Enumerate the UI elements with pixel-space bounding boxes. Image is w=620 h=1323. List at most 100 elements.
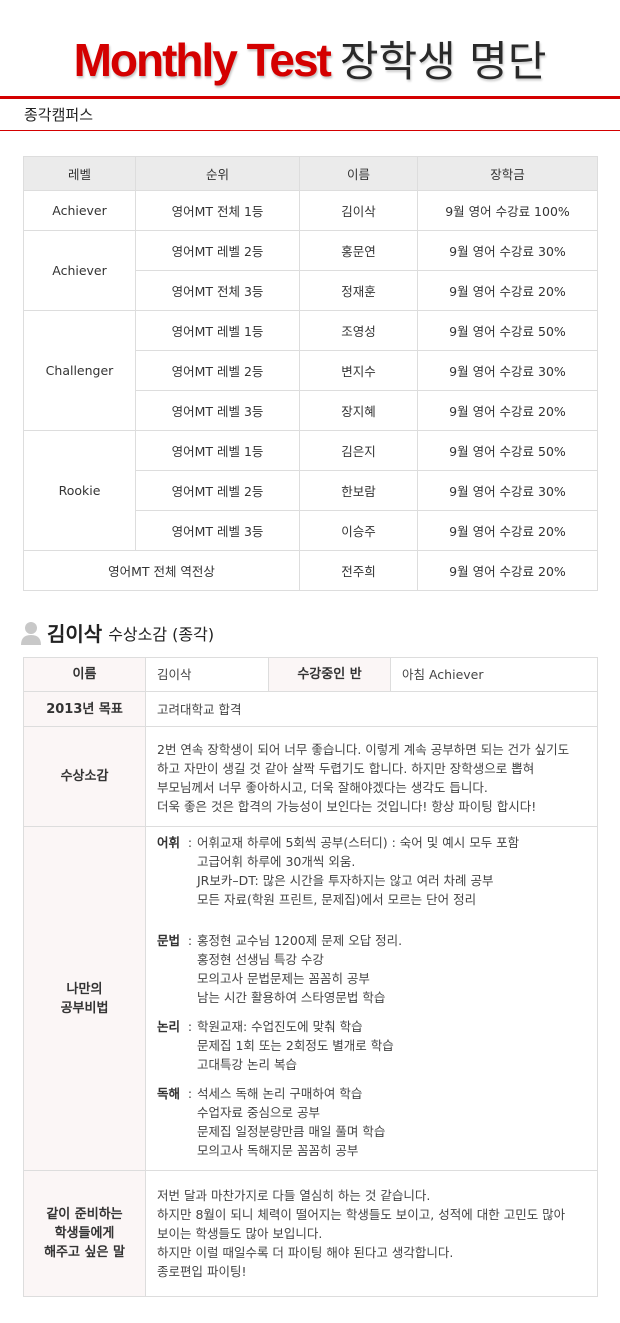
name-cell: 한보람: [299, 470, 418, 511]
method-line: 어휘교재 하루에 5회씩 공부(스터디) : 숙어 및 예시 모두 포함: [197, 835, 520, 850]
review-heading: 김이삭 수상소감 (종각): [21, 618, 214, 647]
method-line: 학원교재: 수업진도에 맞춰 학습: [197, 1019, 363, 1034]
table-row: 영어MT 레벨 3등 장지혜 9월 영어 수강료 20%: [24, 390, 598, 431]
colon: :: [187, 1019, 193, 1034]
method-line: 수업자료 중심으로 공부: [197, 1105, 320, 1120]
award-cell: 9월 영어 수강료 100%: [417, 190, 598, 231]
name-cell: 김은지: [299, 430, 418, 471]
goal-label: 2013년 목표: [23, 691, 146, 727]
special-label: 영어MT 전체 역전상: [23, 550, 300, 591]
speech-line: 하고 자만이 생길 것 같아 살짝 두렵기도 합니다. 하지만 장학생으로 뽑혀: [157, 760, 535, 776]
award-cell: 9월 영어 수강료 20%: [417, 550, 598, 591]
name-cell: 정재훈: [299, 270, 418, 311]
red-divider: [0, 130, 620, 131]
goal-value: 고려대학교 합격: [145, 691, 598, 727]
award-cell: 9월 영어 수강료 30%: [417, 350, 598, 391]
table-row: Achiever 영어MT 레벨 2등 홍문연 9월 영어 수강료 30%: [23, 230, 598, 311]
colon: :: [187, 933, 193, 948]
award-cell: 9월 영어 수강료 30%: [417, 230, 598, 271]
method-line: 모의고사 문법문제는 꼼꼼히 공부: [197, 971, 370, 986]
method-line: 석세스 독해 논리 구매하여 학습: [197, 1086, 363, 1101]
method-subject: 독해: [157, 1086, 181, 1101]
level-cell: Achiever: [23, 190, 136, 231]
rank-cell: 영어MT 레벨 2등: [135, 470, 300, 511]
red-divider: [0, 96, 620, 99]
column-header: 순위: [135, 156, 300, 191]
speech-line: 부모님께서 너무 좋아하시고, 더욱 잘해야겠다는 생각도 듭니다.: [157, 779, 488, 795]
method-line: 홍정현 선생님 특강 수강: [197, 952, 324, 967]
speech-label: 수상소감: [23, 726, 146, 827]
advice-text: 저번 달과 마찬가지로 다들 열심히 하는 것 같습니다. 하지만 8월이 되니 …: [145, 1170, 598, 1297]
rank-cell: 영어MT 레벨 3등: [135, 390, 300, 431]
speech-line: 2번 연속 장학생이 되어 너무 좋습니다. 이렇게 계속 공부하면 되는 건가…: [157, 741, 570, 757]
column-header: 레벨: [23, 156, 136, 191]
colon: :: [187, 835, 193, 850]
method-line: 고대특강 논리 복습: [197, 1057, 297, 1072]
method-line: 모의고사 독해지문 꼼꼼히 공부: [197, 1143, 359, 1158]
speech-text: 2번 연속 장학생이 되어 너무 좋습니다. 이렇게 계속 공부하면 되는 건가…: [145, 726, 598, 827]
column-header: 장학금: [417, 156, 598, 191]
method-line: 남는 시간 활용하여 스타영문법 학습: [197, 990, 386, 1005]
award-cell: 9월 영어 수강료 20%: [417, 510, 598, 551]
class-label: 수강중인 반: [268, 657, 391, 692]
table-row: 영어MT 전체 역전상 전주희 9월 영어 수강료 20%: [23, 550, 598, 591]
name-cell: 변지수: [299, 350, 418, 391]
table-row: 영어MT 레벨 3등 이승주 9월 영어 수강료 20%: [24, 510, 598, 551]
name-cell: 전주희: [299, 550, 418, 591]
advice-line: 하지만 8월이 되니 체력이 떨어지는 학생들도 보이고, 성적에 대한 고민도…: [157, 1207, 566, 1222]
rank-cell: 영어MT 레벨 3등: [135, 510, 300, 551]
level-cell: Achiever: [23, 230, 136, 311]
name-cell: 장지혜: [299, 390, 418, 431]
page-title: Monthly Test 장학생 명단: [73, 34, 547, 86]
class-value: 아침 Achiever: [390, 657, 598, 692]
table-row: Achiever 영어MT 전체 1등 김이삭 9월 영어 수강료 100%: [23, 190, 598, 231]
speech-line: 더욱 좋은 것은 합격의 가능성이 보인다는 것입니다! 항상 파이팅 합시다!: [157, 798, 537, 814]
review-table: 이름 김이삭 수강중인 반 아침 Achiever 2013년 목표 고려대학교…: [23, 657, 598, 1297]
rank-cell: 영어MT 전체 1등: [135, 190, 300, 231]
rank-cell: 영어MT 전체 3등: [135, 270, 300, 311]
method-line: 고급어휘 하루에 30개씩 외움.: [197, 854, 356, 869]
method-label: 나만의 공부비법: [23, 826, 146, 1171]
advice-line: 하지만 이럴 때일수록 더 파이팅 해야 된다고 생각합니다.: [157, 1245, 454, 1260]
award-cell: 9월 영어 수강료 30%: [417, 470, 598, 511]
method-subject: 논리: [157, 1019, 181, 1034]
method-line: 홍정현 교수님 1200제 문제 오답 정리.: [197, 933, 403, 948]
advice-line: 저번 달과 마찬가지로 다들 열심히 하는 것 같습니다.: [157, 1188, 431, 1203]
table-row: Rookie 영어MT 레벨 1등 김은지 9월 영어 수강료 50%: [23, 430, 598, 551]
advice-line: 종로편입 파이팅!: [157, 1264, 247, 1279]
rank-cell: 영어MT 레벨 1등: [135, 430, 300, 471]
column-header: 이름: [299, 156, 418, 191]
rank-cell: 영어MT 레벨 2등: [135, 230, 300, 271]
name-cell: 김이삭: [299, 190, 418, 231]
name-label: 이름: [23, 657, 146, 692]
award-cell: 9월 영어 수강료 20%: [417, 390, 598, 431]
rank-cell: 영어MT 레벨 1등: [135, 310, 300, 351]
method-line: 문제집 일정분량만큼 매일 풀며 학습: [197, 1124, 386, 1139]
method-line: 모든 자료(학원 프린트, 문제집)에서 모르는 단어 정리: [197, 892, 477, 907]
method-subject: 문법: [157, 933, 181, 948]
name-cell: 이승주: [299, 510, 418, 551]
campus-heading: 종각캠퍼스: [24, 106, 94, 124]
table-row: 영어MT 레벨 2등 한보람 9월 영어 수강료 30%: [24, 470, 598, 511]
award-cell: 9월 영어 수강료 20%: [417, 270, 598, 311]
table-row: 영어MT 전체 3등 정재훈 9월 영어 수강료 20%: [24, 270, 598, 311]
name-cell: 조영성: [299, 310, 418, 351]
method-line: 문제집 1회 또는 2회정도 별개로 학습: [197, 1038, 394, 1053]
award-cell: 9월 영어 수강료 50%: [417, 310, 598, 351]
advice-line: 보이는 학생들도 많아 보입니다.: [157, 1226, 323, 1241]
colon: :: [187, 1086, 193, 1101]
method-subject: 어휘: [157, 835, 181, 850]
method-line: JR보카–DT: 많은 시간을 투자하지는 않고 여러 차례 공부: [197, 873, 494, 888]
level-cell: Rookie: [23, 430, 136, 551]
name-value: 김이삭: [145, 657, 269, 692]
rank-cell: 영어MT 레벨 2등: [135, 350, 300, 391]
scholarship-table: 레벨 순위 이름 장학금 Achiever 영어MT 전체 1등 김이삭 9월 영어 …: [23, 156, 598, 591]
